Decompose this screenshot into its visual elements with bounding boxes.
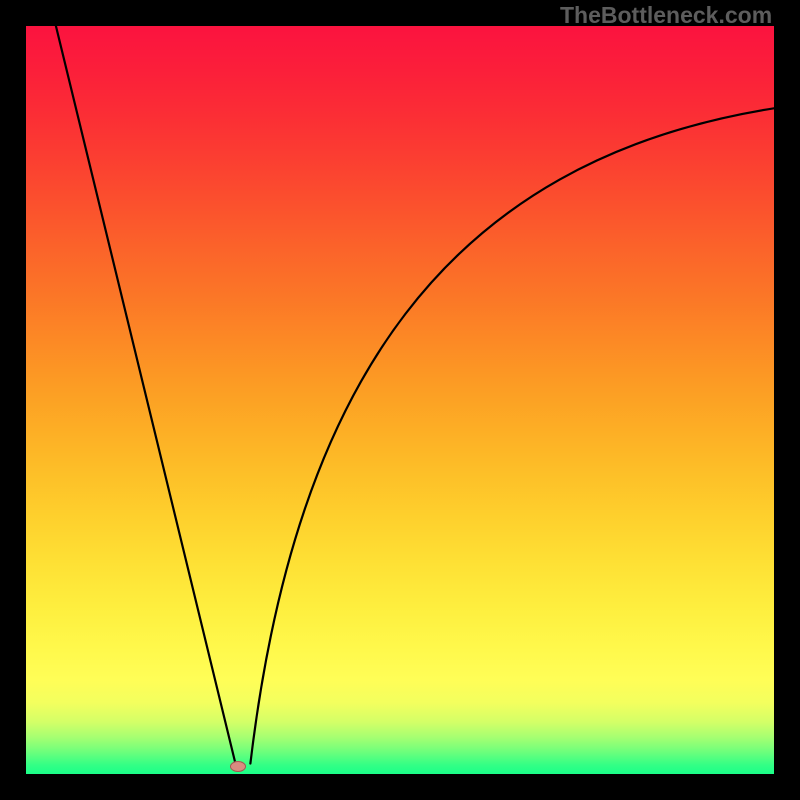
chart-frame <box>0 0 800 800</box>
watermark-text: TheBottleneck.com <box>560 2 772 29</box>
